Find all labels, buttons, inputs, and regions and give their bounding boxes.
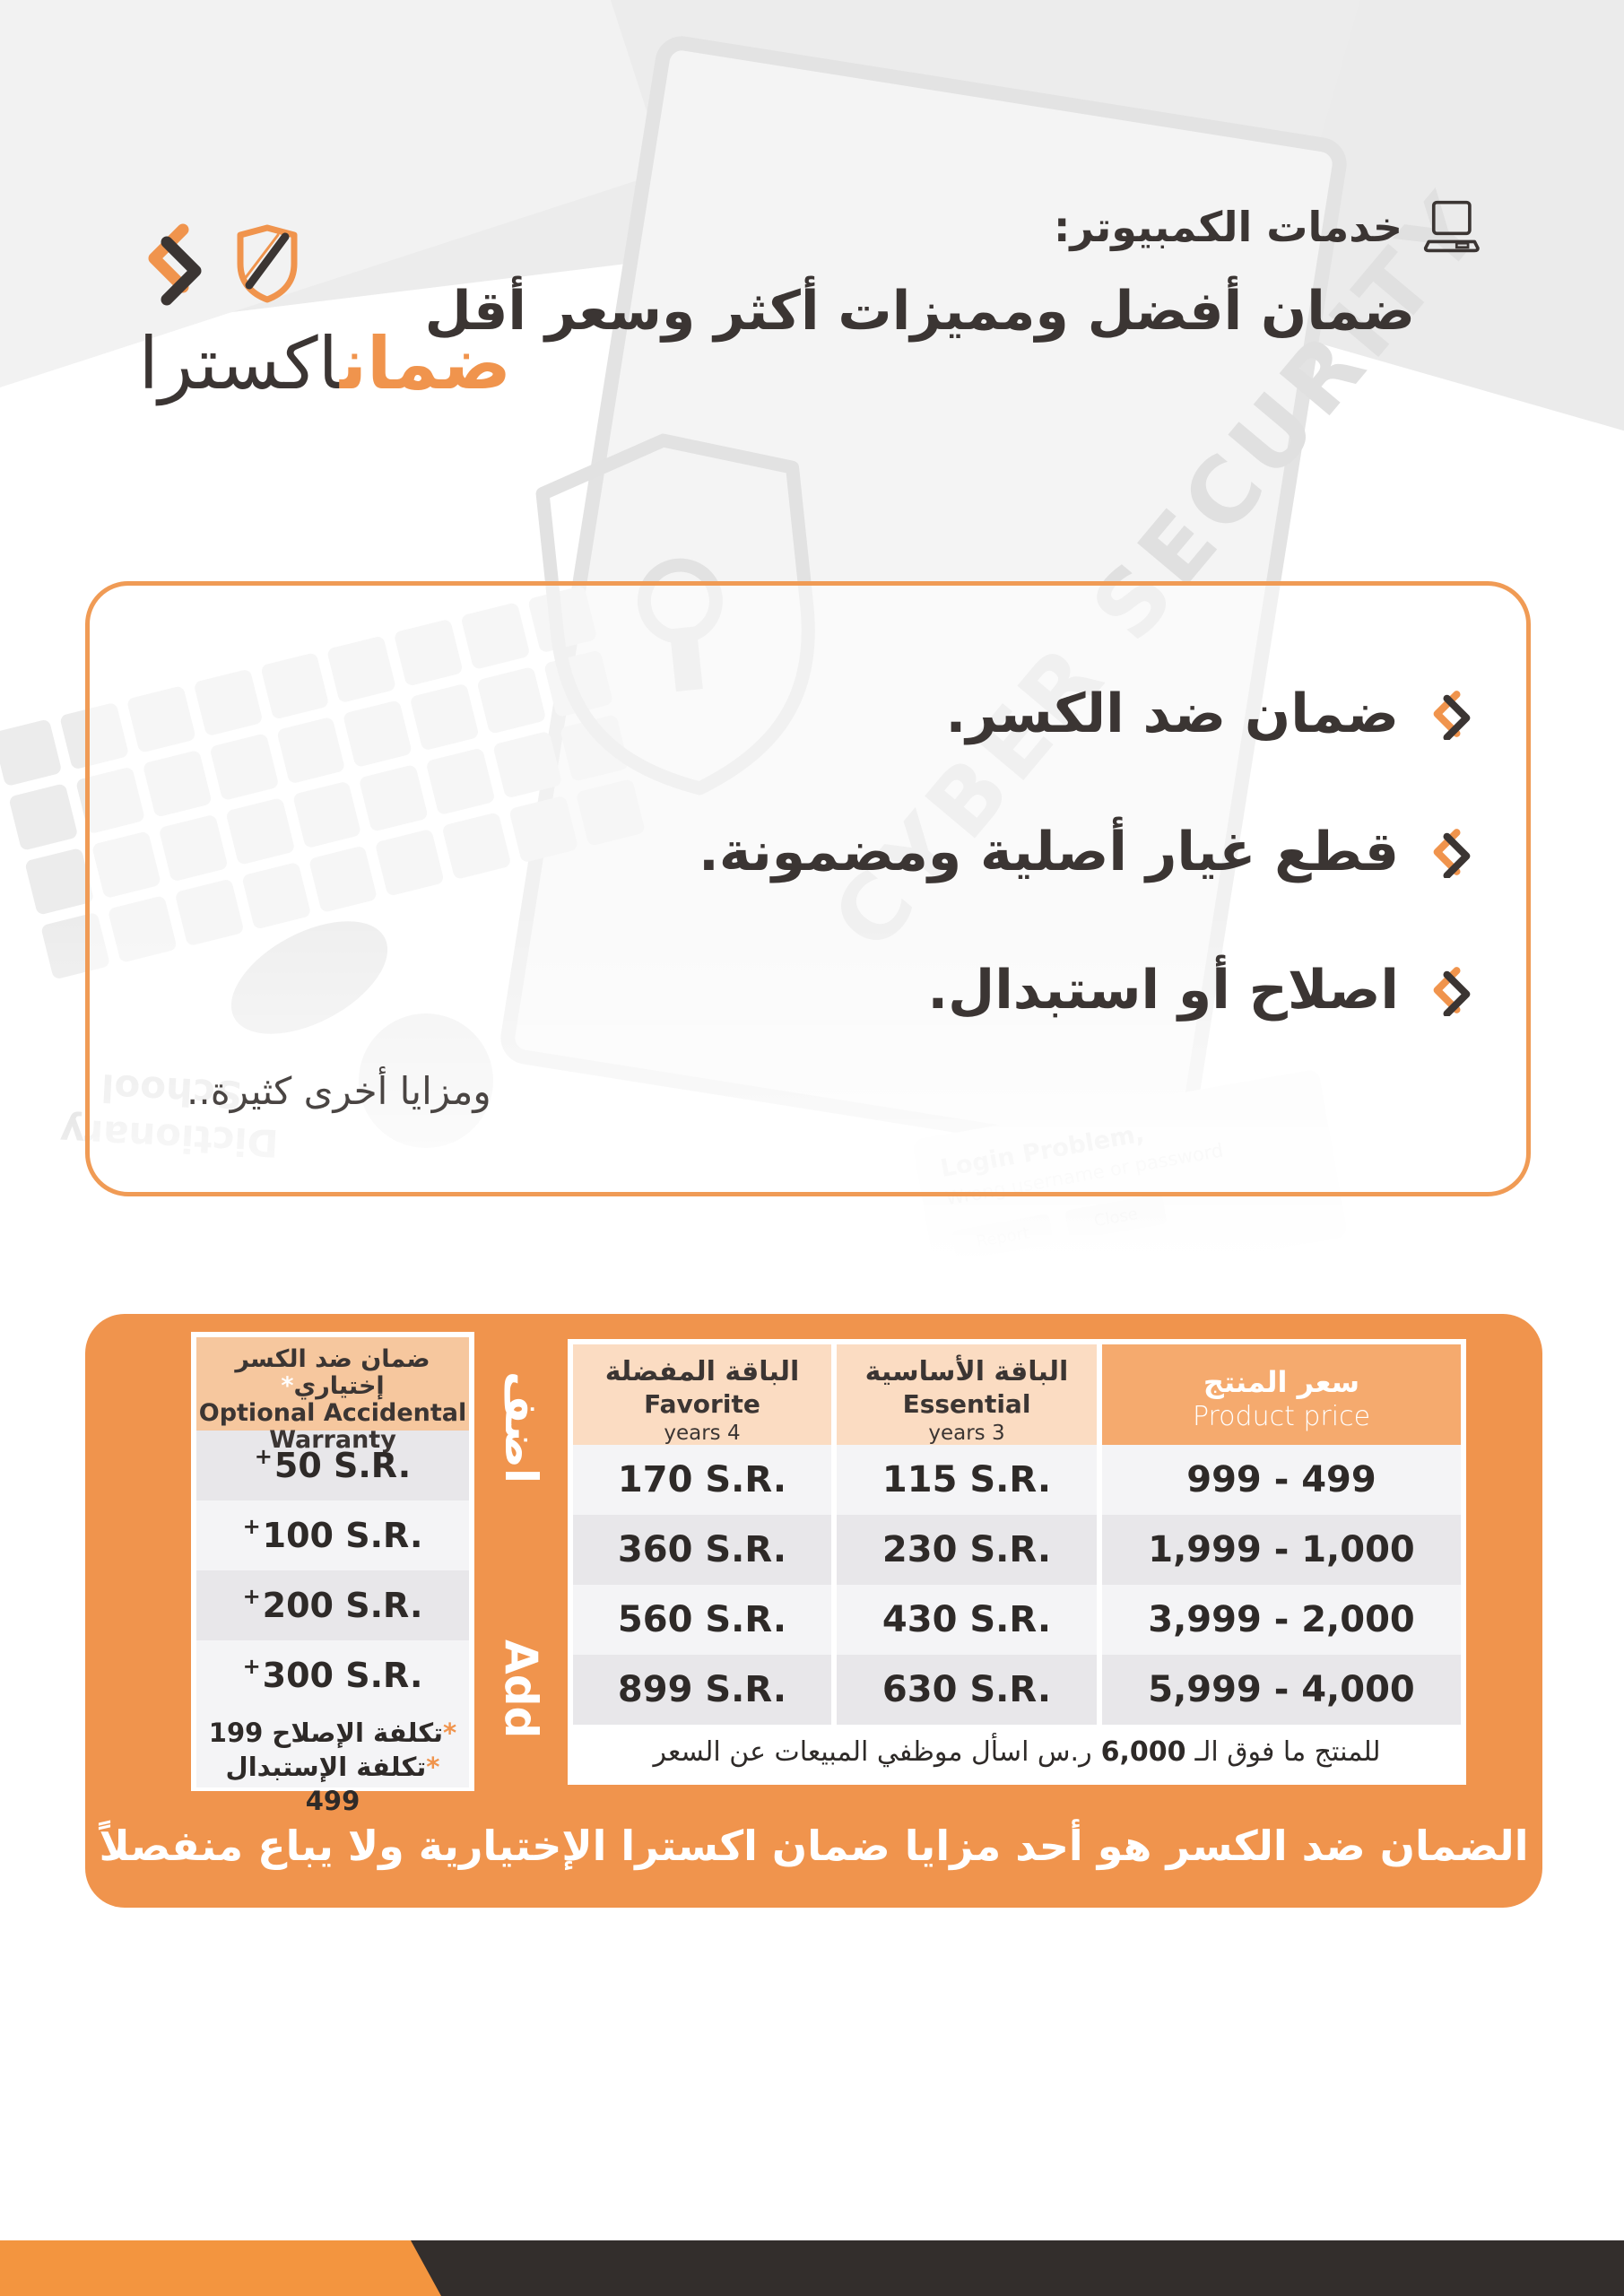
replacement-cost-note: *تكلفة الإستبدال 499 (225, 1752, 440, 1816)
price-cell: 170 S.R. (573, 1445, 831, 1515)
product-price-column: سعر المنتج Product price 999 - 499 1,999… (1102, 1344, 1461, 1725)
extra-warranty-logo-icon (148, 223, 298, 306)
sales-note-row: للمنتج ما فوق الـ 6,000 ر.س اسأل موظفي ا… (573, 1725, 1461, 1779)
warranty-column-header: ضمان ضد الكسر إختياري* Optional Accident… (196, 1337, 469, 1454)
pricing-panel: ضمان ضد الكسر إختياري* Optional Accident… (85, 1314, 1542, 1908)
features-box: ضمان ضد الكسر. قطع غيار أصلية ومضمونة. (85, 581, 1531, 1196)
feature-item: اصلاح أو استبدال. (138, 959, 1478, 1022)
kicker-row: خدمات الكمبيوتر: (1054, 199, 1480, 255)
brand-wordmark: ضماناكسترا (117, 314, 511, 414)
price-range-cell: 5,999 - 4,000 (1102, 1655, 1461, 1725)
price-range-cell: 999 - 499 (1102, 1445, 1461, 1515)
header: خدمات الكمبيوتر: ضمان أفضل ومميزات أكثر … (425, 199, 1480, 343)
warranty-price-row: +200 S.R. (196, 1570, 469, 1640)
warranty-price-row: +300 S.R. (196, 1640, 469, 1710)
x-bullet-icon (1426, 964, 1478, 1016)
feature-label: اصلاح أو استبدال. (927, 959, 1399, 1022)
kicker-text: خدمات الكمبيوتر: (1053, 203, 1403, 251)
more-benefits-text: ومزايا أخرى كثيرة.. (187, 1069, 491, 1113)
price-cell: 430 S.R. (837, 1585, 1097, 1655)
warranty-footnotes: *تكلفة الإصلاح 199 *تكلفة الإستبدال 499 (196, 1710, 469, 1816)
price-cell: 630 S.R. (837, 1655, 1097, 1725)
warranty-price-row: +50 S.R. (196, 1431, 469, 1500)
warranty-price-row: +100 S.R. (196, 1500, 469, 1570)
price-range-cell: 3,999 - 2,000 (1102, 1585, 1461, 1655)
price-table: الباقة المفضلة Favorite 4 years 170 S.R.… (568, 1339, 1466, 1785)
add-bar: اضف Add (483, 1339, 559, 1785)
feature-item: قطع غيار أصلية ومضمونة. (138, 821, 1478, 883)
feature-label: قطع غيار أصلية ومضمونة. (699, 821, 1399, 883)
x-bullet-icon (1426, 826, 1478, 878)
price-range-cell: 1,999 - 1,000 (1102, 1515, 1461, 1585)
asterisk: * (281, 1372, 294, 1400)
essential-column: الباقة الأساسية Essential 3 years 115 S.… (837, 1344, 1097, 1725)
footer-bar-orange (0, 2240, 441, 2296)
favorite-column: الباقة المفضلة Favorite 4 years 170 S.R.… (573, 1344, 831, 1725)
laptop-icon (1420, 199, 1480, 255)
page-title: ضمان أفضل ومميزات أكثر وسعر أقل (424, 280, 1415, 343)
warranty-disclaimer: الضمان ضد الكسر هو أحد مزايا ضمان اكسترا… (99, 1822, 1529, 1870)
x-bullet-icon (1426, 688, 1478, 740)
add-label-arabic: اضف (495, 1371, 547, 1483)
warranty-column: ضمان ضد الكسر إختياري* Optional Accident… (191, 1332, 474, 1816)
repair-cost-note: *تكلفة الإصلاح 199 (208, 1718, 457, 1748)
favorite-column-header: الباقة المفضلة Favorite 4 years (573, 1344, 831, 1445)
price-cell: 230 S.R. (837, 1515, 1097, 1585)
essential-column-header: الباقة الأساسية Essential 3 years (837, 1344, 1097, 1445)
brand-word-warranty: ضمان (339, 322, 511, 405)
brand-logo (127, 221, 312, 317)
price-cell: 560 S.R. (573, 1585, 831, 1655)
feature-label: ضمان ضد الكسر. (945, 683, 1399, 745)
price-cell: 899 S.R. (573, 1655, 831, 1725)
brand-word-extra: اكسترا (138, 322, 340, 405)
product-price-column-header: سعر المنتج Product price (1102, 1344, 1461, 1445)
feature-item: ضمان ضد الكسر. (138, 683, 1478, 745)
add-label-english: Add (495, 1639, 547, 1738)
price-cell: 360 S.R. (573, 1515, 831, 1585)
price-cell: 115 S.R. (837, 1445, 1097, 1515)
